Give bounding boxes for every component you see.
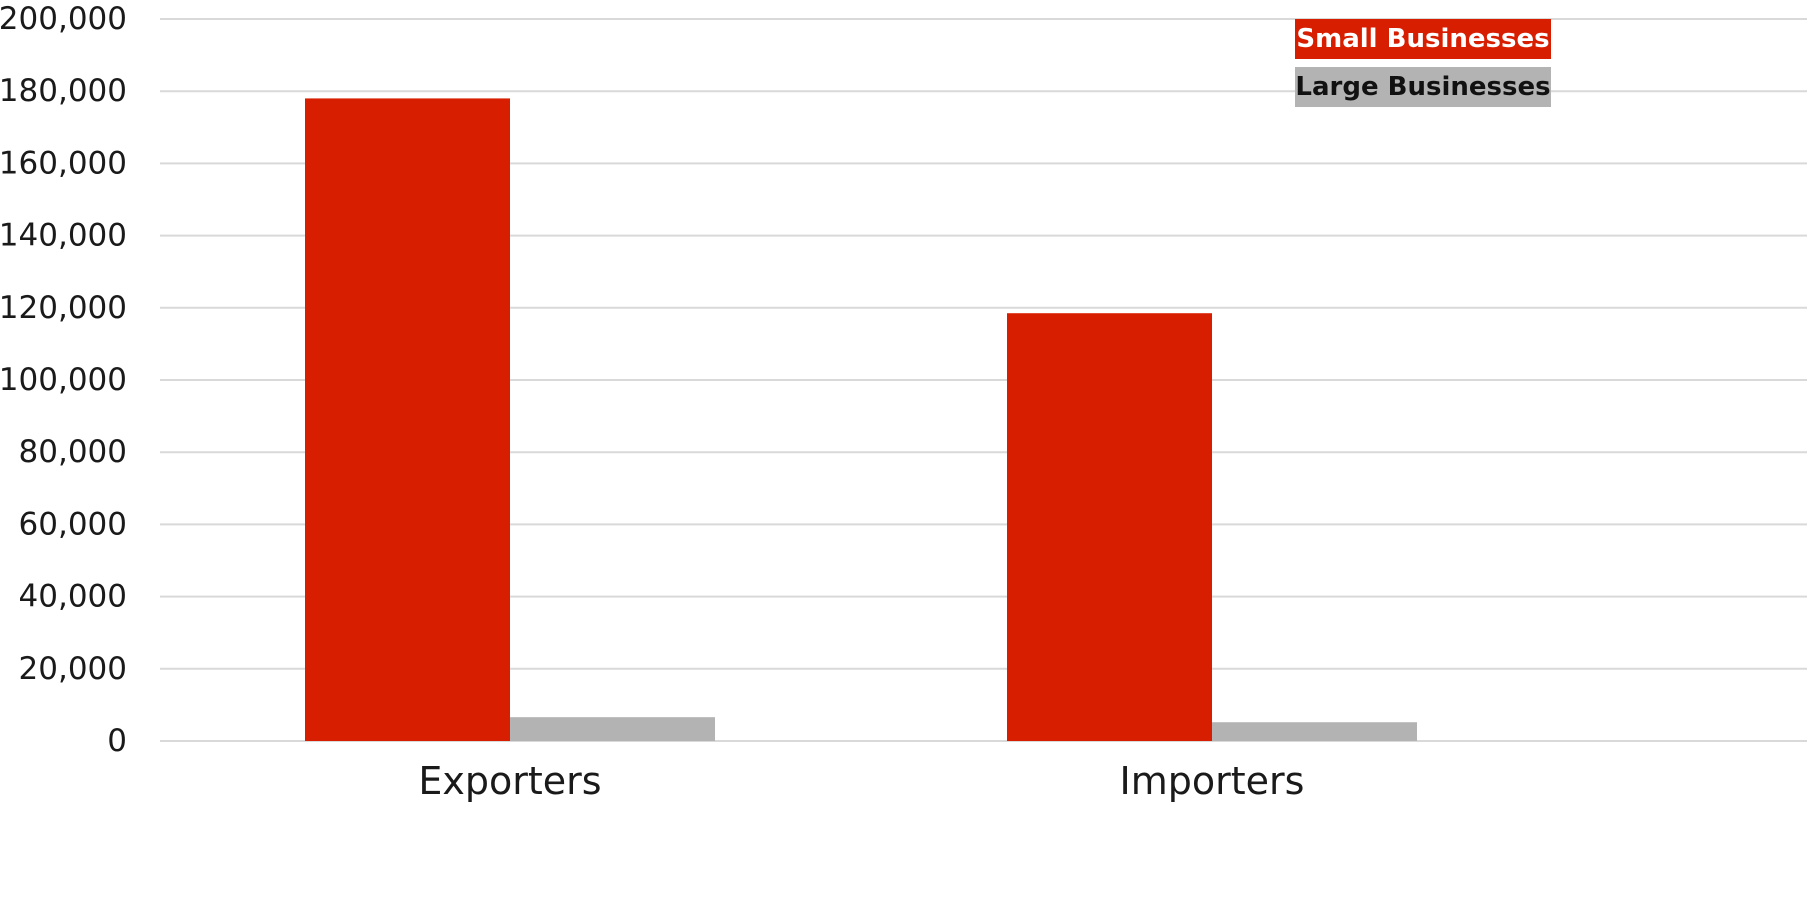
x-axis-categories: Exporters Importers — [418, 759, 1304, 803]
y-tick-label: 0 — [107, 723, 127, 759]
y-tick-label: 20,000 — [19, 651, 127, 687]
y-tick-label: 160,000 — [0, 145, 127, 181]
bar-importers-large-businesses — [1212, 722, 1417, 741]
bars — [305, 98, 1417, 742]
y-tick-label: 200,000 — [0, 1, 127, 37]
bar-exporters-small-businesses — [305, 98, 510, 742]
y-tick-label: 100,000 — [0, 362, 127, 398]
bar-exporters-large-businesses — [510, 717, 715, 741]
legend-swatch — [1295, 67, 1551, 107]
legend: Small Businesses Large Businesses — [1295, 19, 1551, 107]
bar-importers-small-businesses — [1007, 313, 1212, 741]
y-tick-label: 180,000 — [0, 73, 127, 109]
x-category-label: Importers — [1120, 759, 1305, 803]
y-tick-label: 60,000 — [19, 506, 127, 542]
y-tick-label: 40,000 — [19, 579, 127, 615]
y-tick-label: 120,000 — [0, 290, 127, 326]
legend-label: Large Businesses — [1295, 72, 1550, 102]
y-tick-label: 80,000 — [19, 434, 127, 470]
legend-swatch — [1295, 19, 1551, 59]
legend-label: Small Businesses — [1296, 24, 1549, 54]
y-tick-label: 140,000 — [0, 218, 127, 254]
y-axis-ticks: 0 20,000 40,000 60,000 80,000 100,000 120,000 1… — [0, 1, 127, 759]
x-category-label: Exporters — [418, 759, 601, 803]
